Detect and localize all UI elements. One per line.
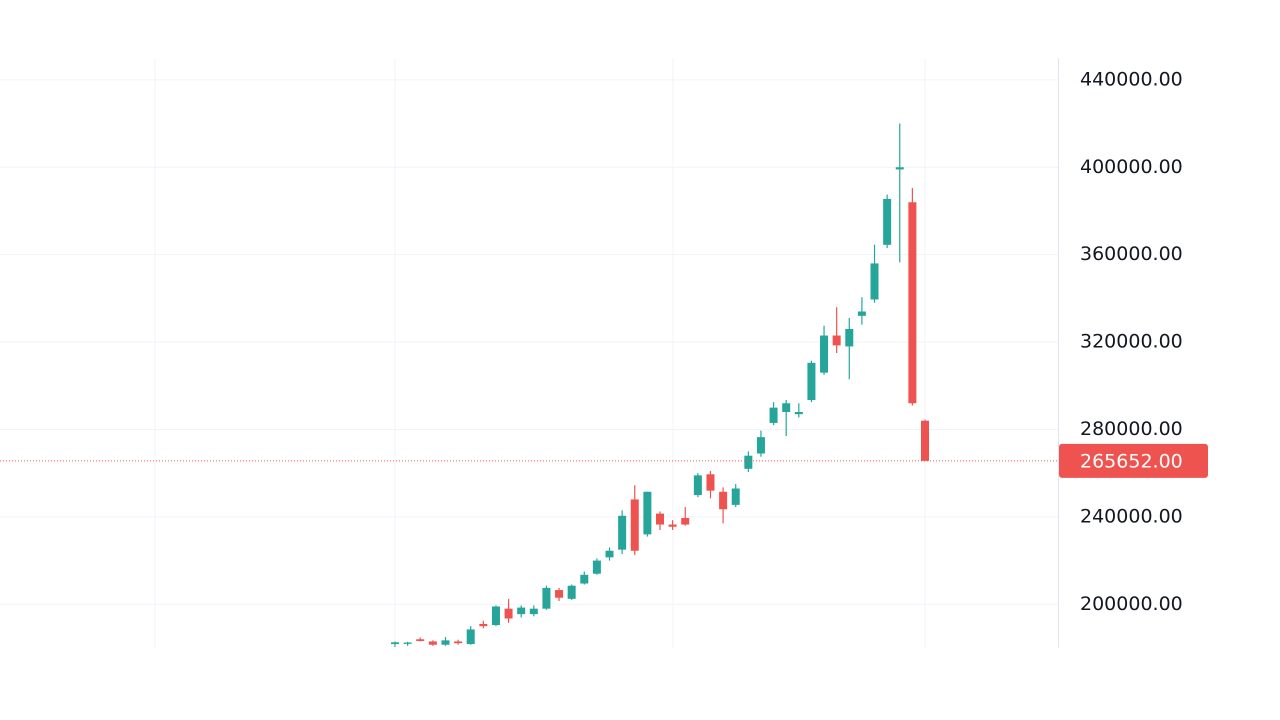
candle-body [491, 606, 500, 626]
candle-body [416, 639, 425, 642]
candle-body [921, 420, 929, 461]
candle-body [782, 403, 791, 412]
last-price-label: 265652.00 [1080, 450, 1183, 472]
candle-body [428, 641, 437, 645]
candle-body [643, 491, 652, 535]
y-tick-label: 320000.00 [1080, 331, 1183, 353]
candle-body [555, 590, 564, 598]
candle-body [820, 335, 829, 373]
candle-body [756, 437, 765, 454]
candle-body [731, 488, 740, 505]
candle-body [504, 608, 513, 619]
candle-body [668, 524, 677, 527]
candle-body [567, 585, 576, 599]
candle-body [656, 513, 664, 525]
candle-body [454, 641, 463, 644]
candle-body [693, 475, 702, 496]
candle-body [580, 574, 589, 584]
vertical-grid [154, 58, 926, 648]
candle-body [479, 623, 488, 627]
candle-body [883, 198, 892, 245]
last-price-badge [1059, 443, 1208, 478]
candle-body [794, 412, 803, 415]
candle-body [908, 202, 917, 404]
y-tick-label: 400000.00 [1080, 156, 1183, 178]
candle-body [769, 407, 778, 423]
candle-body [744, 455, 753, 469]
candle-body [845, 328, 854, 347]
candle-body [605, 550, 614, 558]
candle-body [618, 515, 627, 550]
y-tick-label: 280000.00 [1080, 418, 1183, 440]
candle-body [719, 491, 728, 510]
candle-body [391, 642, 399, 645]
candle-body [870, 263, 879, 300]
y-tick-label: 440000.00 [1080, 68, 1183, 90]
y-tick-label: 360000.00 [1080, 243, 1183, 265]
candle-body [681, 517, 690, 525]
candle-body [592, 560, 601, 574]
candle-body [807, 362, 816, 400]
candle-body [857, 311, 866, 316]
candle-body [517, 607, 526, 615]
y-tick-label: 200000.00 [1080, 593, 1183, 615]
candle-body [441, 640, 450, 645]
candle-body [630, 499, 639, 551]
candle-body [529, 608, 538, 615]
candle-body [542, 587, 551, 609]
candle-body [706, 474, 715, 491]
candle-body [466, 629, 475, 645]
candle-body [403, 642, 412, 644]
candle-body [832, 335, 841, 346]
y-tick-label: 240000.00 [1080, 505, 1183, 527]
candle-body [895, 167, 904, 170]
